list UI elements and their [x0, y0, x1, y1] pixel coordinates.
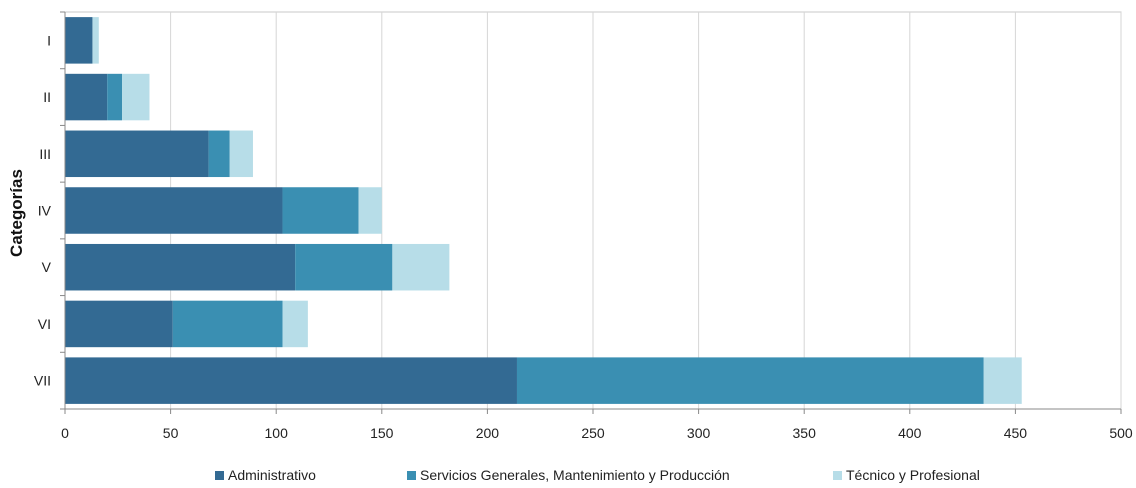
bar-II-series-2 — [107, 73, 123, 121]
bar-V-series-3 — [392, 243, 450, 291]
bar-VII-series-2 — [516, 357, 984, 404]
y-tick-label: V — [42, 259, 52, 275]
bar-V-series-1 — [65, 243, 296, 291]
y-tick-label: IV — [38, 203, 52, 219]
bar-VII-series-1 — [65, 357, 517, 404]
y-axis-title: Categorías — [7, 169, 26, 257]
bar-VI-series-2 — [172, 300, 283, 348]
x-tick-label: 50 — [163, 425, 179, 441]
x-tick-label: 0 — [61, 425, 69, 441]
x-tick-label: 250 — [581, 425, 605, 441]
legend-label: Administrativo — [228, 467, 316, 483]
bar-III-series-2 — [208, 130, 230, 178]
bar-IV-series-2 — [282, 187, 359, 234]
bar-III-series-3 — [229, 130, 253, 178]
y-tick-label: VII — [34, 373, 51, 389]
legend-label: Técnico y Profesional — [846, 467, 980, 483]
x-tick-label: 500 — [1109, 425, 1133, 441]
bar-II-series-1 — [65, 73, 108, 121]
x-tick-label: 400 — [898, 425, 922, 441]
y-tick-label: II — [43, 89, 51, 105]
y-tick-label: III — [39, 146, 51, 162]
axes — [60, 11, 1122, 414]
legend-label: Servicios Generales, Mantenimiento y Pro… — [420, 467, 730, 483]
bar-II-series-3 — [122, 73, 150, 121]
bar-III-series-1 — [65, 130, 209, 178]
bar-VI-series-3 — [282, 300, 308, 348]
x-tick-label: 350 — [793, 425, 817, 441]
x-tick-label: 200 — [476, 425, 500, 441]
legend: Administrativo Servicios Generales, Mante… — [215, 467, 980, 483]
bar-IV-series-3 — [358, 187, 382, 234]
y-tick-label: VI — [38, 316, 51, 332]
bar-VII-series-3 — [983, 357, 1022, 404]
y-tick-label: I — [47, 32, 51, 48]
bar-I-series-3 — [92, 17, 99, 64]
bar-marks — [65, 17, 1022, 404]
legend-swatch — [215, 471, 224, 480]
bar-VI-series-1 — [65, 300, 173, 348]
bar-I-series-1 — [65, 17, 93, 64]
x-tick-label: 300 — [687, 425, 711, 441]
x-tick-label: 450 — [1004, 425, 1028, 441]
x-axis-tick-labels: 0 50 100 150 200 250 300 350 400 450 500 — [61, 425, 1133, 441]
legend-swatch — [833, 471, 842, 480]
bar-V-series-2 — [295, 243, 393, 291]
bar-IV-series-1 — [65, 187, 283, 234]
x-tick-label: 150 — [370, 425, 394, 441]
legend-swatch — [407, 471, 416, 480]
x-tick-label: 100 — [265, 425, 289, 441]
